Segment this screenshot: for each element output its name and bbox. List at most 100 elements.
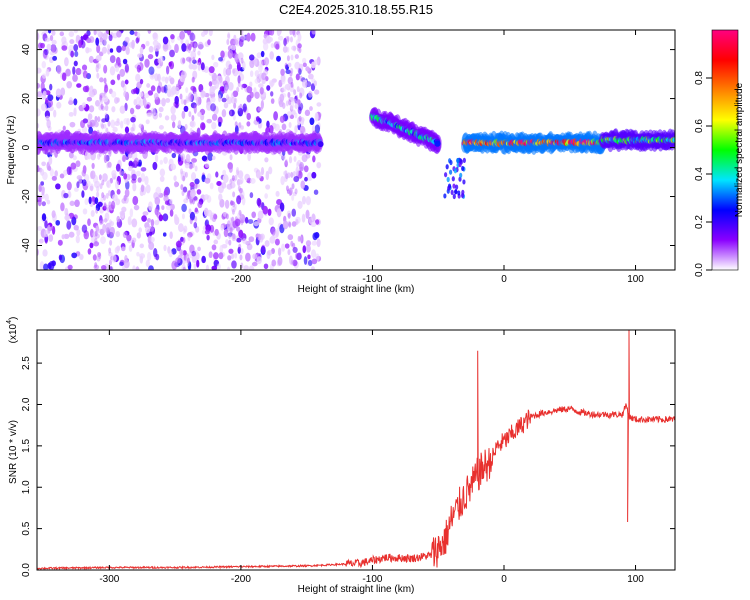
spectrogram-cell <box>311 30 317 35</box>
spectrogram-cell <box>138 227 143 233</box>
spectrogram-cell <box>299 75 303 82</box>
spectrogram-cell <box>106 162 110 169</box>
spectrogram-cell <box>173 175 177 182</box>
spectrogram-cell <box>161 97 166 107</box>
spectrogram-cell <box>192 34 196 41</box>
spectrogram-cell <box>103 154 108 164</box>
spectrogram-cell <box>135 104 141 110</box>
spectrogram-cell <box>144 58 150 68</box>
spectrogram-cell <box>124 188 130 198</box>
spectrogram-cell <box>286 210 292 218</box>
spectrogram-cell <box>107 190 111 197</box>
spectrogram-cell <box>256 256 262 265</box>
spectrogram-cell <box>270 98 275 104</box>
spectrogram-cell <box>197 50 201 56</box>
spectrogram-cell <box>99 39 103 46</box>
spectrogram-cell <box>99 77 104 83</box>
spectrogram-cell <box>294 112 298 119</box>
spectrogram-cell <box>189 211 196 221</box>
spectrogram-cell <box>191 250 197 257</box>
spectrogram-cell <box>140 167 147 172</box>
spectrogram-cell <box>170 105 176 115</box>
spectrogram-cell <box>222 169 227 176</box>
spectrogram-cell <box>181 77 185 84</box>
spectrogram-cell <box>446 176 450 183</box>
spectrogram-cell <box>211 113 218 121</box>
spectrogram-cell <box>287 220 291 227</box>
spectrogram-cell <box>88 105 95 113</box>
spectrogram-cell <box>158 125 164 130</box>
spectrogram-cell <box>119 210 126 216</box>
spectrogram-cell <box>301 213 306 223</box>
spectrogram-cell <box>460 192 465 199</box>
spectrogram-cell <box>227 266 231 270</box>
spectrogram-cell <box>191 76 195 83</box>
spectrogram-cell <box>100 218 104 225</box>
spectrogram-cell <box>180 168 184 175</box>
spectrogram-cell <box>140 172 146 182</box>
spectrogram-cell <box>177 223 184 233</box>
spectrogram-cell <box>109 239 113 246</box>
spectrogram-cell <box>182 57 186 64</box>
spectrogram-cell <box>192 46 196 53</box>
spectrogram-cell <box>95 37 100 46</box>
spectrogram-cell <box>226 220 231 230</box>
spectrogram-cell <box>75 160 81 168</box>
spectrogram-cell <box>294 125 298 134</box>
spectrogram-cell <box>201 255 206 264</box>
spectrogram-cell <box>106 180 110 188</box>
spectrogram-cell <box>162 36 169 45</box>
spectrogram-cell <box>237 105 241 112</box>
spectrogram-cell <box>86 180 91 187</box>
spectrogram-cell <box>184 171 188 178</box>
spectrogram-cell <box>100 103 104 110</box>
spectrogram-cell <box>187 235 191 242</box>
spectrogram-cell <box>112 126 118 133</box>
spectrogram-cell <box>132 182 137 192</box>
spectrogram-cell <box>249 91 254 99</box>
spectrogram-cell <box>139 91 144 98</box>
spectrogram-cell <box>455 184 459 190</box>
spectrogram-cell <box>222 174 229 184</box>
spectrogram-cell <box>259 233 264 243</box>
spectrogram-cell <box>241 83 248 89</box>
spectrogram-cell <box>72 155 77 161</box>
spectrogram-cell <box>154 219 160 226</box>
spectrogram-cell <box>152 161 158 171</box>
spectrogram-xtick-label: 100 <box>627 274 644 285</box>
spectrogram-cell <box>221 182 227 189</box>
spectrogram-cell <box>298 47 302 54</box>
spectrogram-cell <box>240 248 244 255</box>
spectrogram-cell <box>197 246 201 252</box>
spectrogram-cell <box>94 100 101 107</box>
spectrogram-cell <box>246 112 251 121</box>
spectrogram-cell <box>238 121 242 128</box>
spectrogram-cell <box>289 187 293 196</box>
spectrogram-xtick-label: -100 <box>362 274 382 285</box>
spectrogram-cell <box>38 196 42 203</box>
spectrogram-cell <box>228 64 233 70</box>
spectrogram-cell <box>287 62 292 68</box>
spectrogram-cell <box>38 238 44 244</box>
spectrogram-cell <box>232 114 236 121</box>
spectrogram-cell <box>116 30 122 38</box>
spectrogram-cell <box>93 30 97 36</box>
spectrogram-cell <box>74 50 79 58</box>
spectrogram-cell <box>291 45 297 51</box>
spectrogram-cell <box>57 239 63 246</box>
spectrogram-cell <box>59 31 65 37</box>
spectrogram-cell <box>51 210 56 218</box>
spectrogram-cell <box>76 175 83 180</box>
spectrogram-cell <box>124 126 130 134</box>
spectrogram-cell <box>95 225 100 232</box>
spectrogram-cell <box>243 265 249 270</box>
spectrogram-cell <box>93 241 100 247</box>
spectrogram-cell <box>185 87 189 94</box>
spectrogram-cell <box>270 227 276 236</box>
spectrogram-cell <box>131 237 137 243</box>
spectrogram-cell <box>281 123 287 131</box>
spectrogram-cell <box>191 115 195 122</box>
spectrogram-cell <box>109 66 116 76</box>
spectrogram-cell <box>40 181 45 186</box>
spectrogram-cell <box>168 250 173 258</box>
